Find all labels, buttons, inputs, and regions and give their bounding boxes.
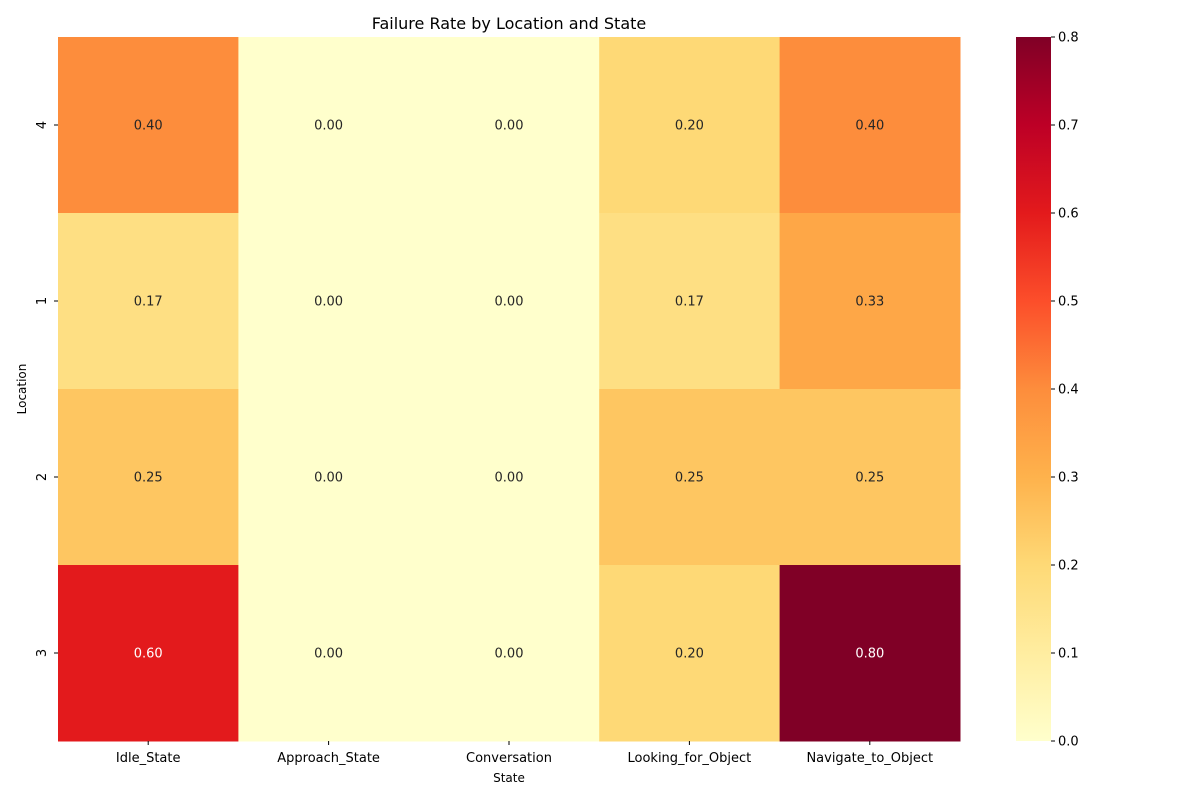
heatmap-cell [418, 565, 600, 742]
x-tick-label: Conversation [466, 751, 552, 766]
cell-value-label: 0.17 [134, 295, 163, 310]
heatmap-cells [58, 37, 961, 742]
heatmap-cell [599, 565, 781, 742]
y-axis-label: Location [15, 364, 29, 415]
colorbar-tick-label: 0.7 [1058, 119, 1079, 134]
colorbar-tick-label: 0.5 [1058, 295, 1079, 310]
x-tick-label: Approach_State [277, 751, 380, 766]
cell-value-label: 0.00 [314, 295, 343, 310]
heatmap-cell [238, 37, 420, 214]
colorbar-tick-label: 0.0 [1058, 735, 1079, 750]
cell-value-label: 0.00 [314, 471, 343, 486]
cell-value-label: 0.60 [134, 647, 163, 662]
heatmap-cell [58, 389, 239, 566]
colorbar-tick-label: 0.8 [1058, 31, 1079, 46]
cell-value-label: 0.00 [495, 119, 524, 134]
colorbar-tick-label: 0.3 [1058, 471, 1079, 486]
cell-value-label: 0.40 [855, 119, 884, 134]
cell-value-label: 0.00 [495, 647, 524, 662]
heatmap-cell [238, 389, 420, 566]
colorbar-gradient [1016, 37, 1051, 741]
cell-value-label: 0.25 [675, 471, 704, 486]
x-tick-label: Navigate_to_Object [806, 751, 933, 766]
y-tick-label: 3 [35, 649, 50, 657]
heatmap-cell [238, 565, 420, 742]
heatmap-cell [779, 565, 961, 742]
colorbar: 0.0 0.1 0.2 0.3 0.4 0.5 0.6 0.7 0.8 [1016, 31, 1079, 750]
heatmap-cell [58, 565, 239, 742]
heatmap-cell [58, 213, 239, 390]
cell-value-label: 0.20 [675, 647, 704, 662]
cell-value-label: 0.40 [134, 119, 163, 134]
y-tick-label: 1 [35, 297, 50, 305]
heatmap-cell [779, 37, 961, 214]
x-tick-label: Idle_State [116, 751, 181, 766]
heatmap-cell [418, 37, 600, 214]
cell-value-label: 0.25 [134, 471, 163, 486]
x-axis-label: State [493, 771, 525, 785]
colorbar-tick-label: 0.6 [1058, 207, 1079, 222]
colorbar-tick-label: 0.1 [1058, 647, 1079, 662]
heatmap-cell [779, 213, 961, 390]
cell-value-label: 0.00 [495, 295, 524, 310]
cell-value-label: 0.25 [855, 471, 884, 486]
heatmap-cell [58, 37, 239, 214]
heatmap-cell [779, 389, 961, 566]
cell-value-label: 0.33 [855, 295, 884, 310]
heatmap-cell [238, 213, 420, 390]
cell-value-label: 0.00 [314, 119, 343, 134]
colorbar-tick-label: 0.4 [1058, 383, 1079, 398]
heatmap-cell [599, 213, 781, 390]
cell-value-label: 0.80 [855, 647, 884, 662]
cell-value-label: 0.20 [675, 119, 704, 134]
heatmap-cell [418, 213, 600, 390]
x-tick-label: Looking_for_Object [628, 751, 752, 766]
heatmap-cell [599, 389, 781, 566]
heatmap-cell-labels: 0.40 0.00 0.00 0.20 0.40 0.17 0.00 0.00 0.17 0.33… [134, 119, 885, 662]
x-axis: Idle_State Approach_State Conversation Look… [116, 741, 933, 766]
cell-value-label: 0.00 [314, 647, 343, 662]
y-tick-label: 2 [35, 473, 50, 481]
y-axis: 4 1 2 3 [35, 121, 58, 657]
cell-value-label: 0.17 [675, 295, 704, 310]
colorbar-tick-label: 0.2 [1058, 559, 1079, 574]
cell-value-label: 0.00 [495, 471, 524, 486]
heatmap-cell [599, 37, 781, 214]
chart-title: Failure Rate by Location and State [372, 14, 647, 33]
y-tick-label: 4 [35, 121, 50, 129]
heatmap-cell [418, 389, 600, 566]
